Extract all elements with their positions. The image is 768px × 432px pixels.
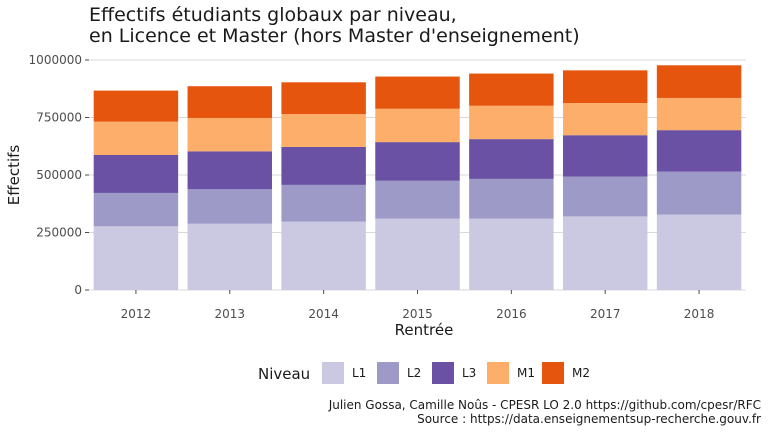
caption-credits: Julien Gossa, Camille Noûs - CPESR LO 2.… [328, 398, 761, 412]
x-tick-label: 2016 [496, 307, 527, 321]
y-tick-label: 1000000 [29, 53, 82, 67]
bar-m2-2016 [469, 73, 554, 106]
bar-l2-2017 [562, 176, 648, 217]
x-tick-label: 2018 [684, 307, 715, 321]
bar-l1-2017 [562, 216, 648, 290]
chart-title-line1: Effectifs étudiants globaux par niveau, [89, 4, 457, 26]
bar-m2-2017 [562, 70, 648, 104]
bar-m2-2013 [187, 86, 273, 118]
y-tick-label: 500000 [36, 168, 82, 182]
bar-m1-2016 [469, 105, 554, 140]
bar-l2-2013 [187, 189, 273, 224]
bar-l3-2015 [375, 142, 460, 181]
x-tick-label: 2012 [121, 307, 152, 321]
legend-key-m1 [487, 362, 509, 384]
legend-key-l3 [432, 362, 454, 384]
bar-l1-2016 [469, 218, 554, 290]
bar-l1-2012 [93, 226, 179, 290]
bar-l1-2015 [375, 218, 460, 290]
bar-l1-2018 [656, 214, 742, 290]
legend-key-l1 [322, 362, 344, 384]
legend-label-l1: L1 [352, 366, 366, 380]
bar-l2-2014 [281, 184, 366, 222]
bar-m1-2013 [187, 117, 273, 152]
bar-m2-2012 [93, 90, 179, 122]
bar-l3-2017 [562, 135, 648, 177]
y-tick-label: 250000 [36, 226, 82, 240]
x-tick-label: 2015 [402, 307, 433, 321]
bar-l1-2014 [281, 221, 366, 290]
bar-l3-2013 [187, 151, 273, 190]
x-tick-label: 2014 [308, 307, 339, 321]
y-axis-title: Effectifs [5, 145, 23, 206]
bar-m1-2012 [93, 121, 179, 155]
bar-l2-2015 [375, 180, 460, 219]
legend-label-l3: L3 [462, 366, 476, 380]
legend-title: Niveau [258, 365, 310, 383]
y-tick-label: 750000 [36, 111, 82, 125]
bar-l3-2018 [656, 130, 742, 172]
legend-label-m1: M1 [517, 366, 535, 380]
bar-m2-2014 [281, 82, 366, 115]
bar-l2-2018 [656, 171, 742, 215]
bar-m1-2018 [656, 97, 742, 131]
caption-source: Source : https://data.enseignementsup-re… [417, 412, 761, 426]
x-axis-title: Rentrée [395, 321, 454, 339]
bar-l2-2016 [469, 178, 554, 219]
bars [93, 65, 742, 290]
bar-l3-2016 [469, 139, 554, 179]
y-axis: 0 250000 500000 750000 1000000 [29, 53, 89, 297]
bar-m2-2015 [375, 76, 460, 109]
x-tick-label: 2013 [215, 307, 246, 321]
y-tick-label: 0 [74, 283, 82, 297]
bar-l2-2012 [93, 192, 179, 227]
legend-key-l2 [377, 362, 399, 384]
bar-l3-2014 [281, 146, 366, 185]
x-tick-label: 2017 [590, 307, 621, 321]
bar-l3-2012 [93, 154, 179, 193]
x-axis: 2012 2013 2014 2015 2016 2017 2018 [121, 290, 715, 321]
bar-m2-2018 [656, 65, 742, 98]
bar-m1-2017 [562, 103, 648, 136]
legend-label-m2: M2 [572, 366, 590, 380]
bar-l1-2013 [187, 223, 273, 290]
legend: L1 L2 L3 M1 M2 [322, 362, 590, 384]
chart-title-line2: en Licence et Master (hors Master d'ense… [89, 25, 580, 47]
bar-m1-2015 [375, 108, 460, 143]
legend-key-m2 [542, 362, 564, 384]
legend-label-l2: L2 [407, 366, 421, 380]
bar-m1-2014 [281, 114, 366, 147]
